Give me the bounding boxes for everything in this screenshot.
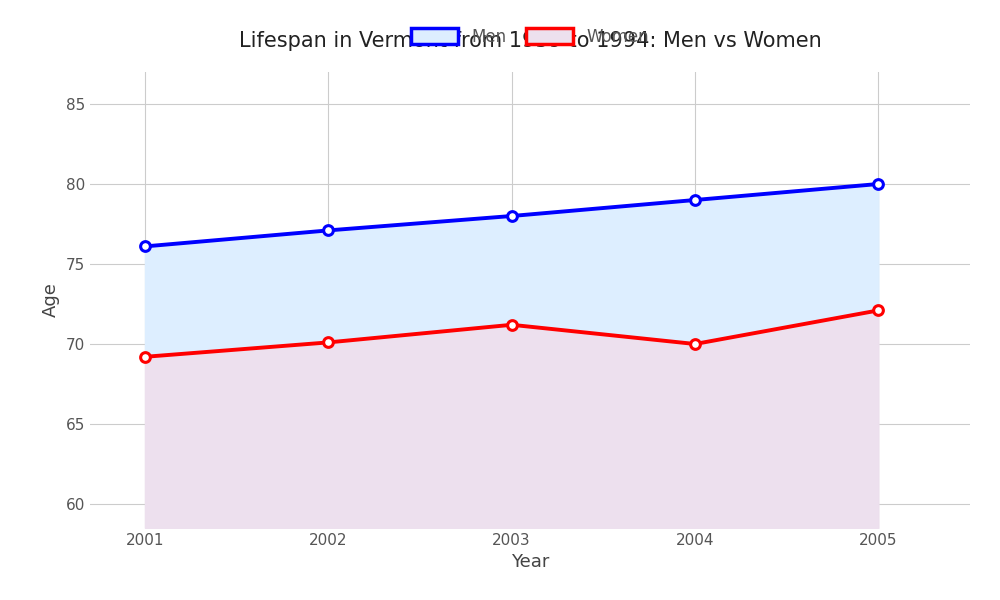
X-axis label: Year: Year bbox=[511, 553, 549, 571]
Title: Lifespan in Vermont from 1959 to 1994: Men vs Women: Lifespan in Vermont from 1959 to 1994: M… bbox=[239, 31, 821, 51]
Legend: Men, Women: Men, Women bbox=[404, 21, 656, 52]
Y-axis label: Age: Age bbox=[42, 283, 60, 317]
